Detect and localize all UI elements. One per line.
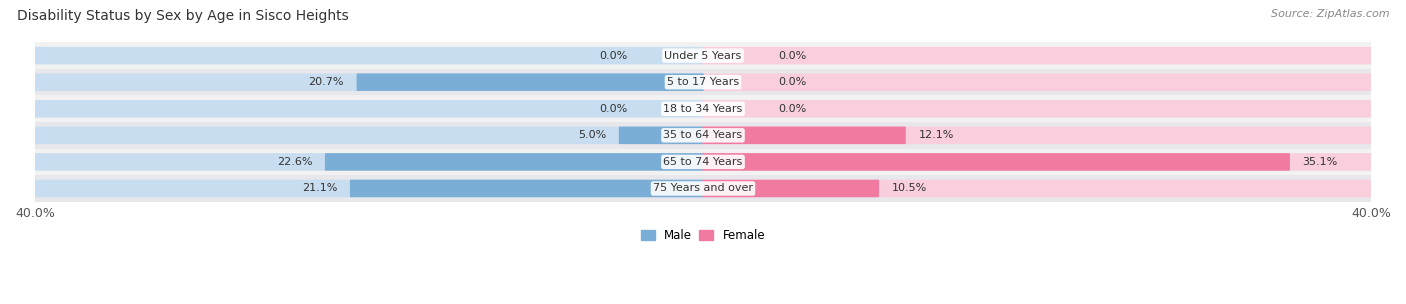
FancyBboxPatch shape <box>350 180 703 197</box>
Text: 18 to 34 Years: 18 to 34 Years <box>664 104 742 114</box>
FancyBboxPatch shape <box>703 74 1372 91</box>
Text: Source: ZipAtlas.com: Source: ZipAtlas.com <box>1271 9 1389 19</box>
FancyBboxPatch shape <box>357 74 703 91</box>
FancyBboxPatch shape <box>34 74 703 91</box>
Bar <box>1 122 1405 149</box>
Text: 35.1%: 35.1% <box>1302 157 1339 167</box>
FancyBboxPatch shape <box>703 153 1372 171</box>
Text: 75 Years and over: 75 Years and over <box>652 184 754 193</box>
Text: 20.7%: 20.7% <box>308 77 344 87</box>
Text: 5 to 17 Years: 5 to 17 Years <box>666 77 740 87</box>
Text: 21.1%: 21.1% <box>302 184 337 193</box>
Text: 0.0%: 0.0% <box>599 104 628 114</box>
Text: 35 to 64 Years: 35 to 64 Years <box>664 130 742 140</box>
Text: Under 5 Years: Under 5 Years <box>665 51 741 60</box>
Text: 65 to 74 Years: 65 to 74 Years <box>664 157 742 167</box>
Text: 12.1%: 12.1% <box>918 130 953 140</box>
FancyBboxPatch shape <box>34 153 703 171</box>
Text: 0.0%: 0.0% <box>599 51 628 60</box>
Text: 0.0%: 0.0% <box>778 104 807 114</box>
Bar <box>1 69 1405 95</box>
FancyBboxPatch shape <box>34 47 703 64</box>
FancyBboxPatch shape <box>619 126 703 144</box>
Bar <box>1 42 1405 69</box>
Bar <box>1 149 1405 175</box>
Bar <box>1 95 1405 122</box>
Text: 10.5%: 10.5% <box>891 184 927 193</box>
FancyBboxPatch shape <box>703 126 905 144</box>
FancyBboxPatch shape <box>703 153 1289 171</box>
FancyBboxPatch shape <box>34 180 703 197</box>
FancyBboxPatch shape <box>703 100 1372 118</box>
Text: 22.6%: 22.6% <box>277 157 312 167</box>
FancyBboxPatch shape <box>34 126 703 144</box>
FancyBboxPatch shape <box>325 153 703 171</box>
Text: 5.0%: 5.0% <box>578 130 606 140</box>
FancyBboxPatch shape <box>703 47 1372 64</box>
FancyBboxPatch shape <box>703 126 1372 144</box>
FancyBboxPatch shape <box>34 100 703 118</box>
Text: 0.0%: 0.0% <box>778 51 807 60</box>
Text: Disability Status by Sex by Age in Sisco Heights: Disability Status by Sex by Age in Sisco… <box>17 9 349 23</box>
FancyBboxPatch shape <box>703 180 1372 197</box>
Legend: Male, Female: Male, Female <box>636 224 770 247</box>
Bar <box>1 175 1405 202</box>
Text: 0.0%: 0.0% <box>778 77 807 87</box>
FancyBboxPatch shape <box>703 180 879 197</box>
